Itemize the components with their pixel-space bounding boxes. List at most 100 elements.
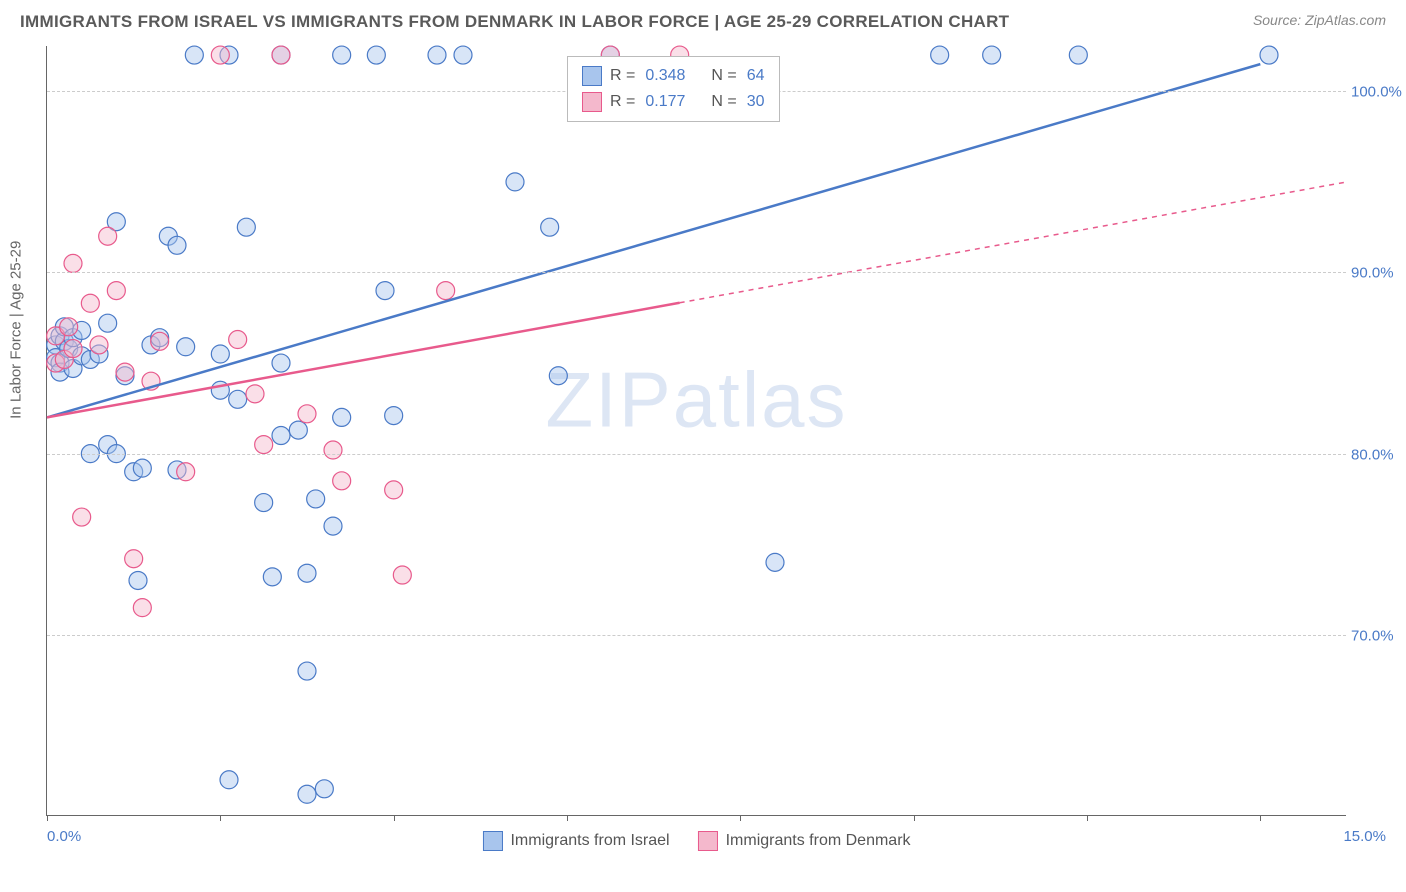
r-label: R =	[610, 93, 635, 111]
data-point	[1260, 46, 1278, 64]
data-point	[151, 332, 169, 350]
data-point	[437, 282, 455, 300]
series-legend: Immigrants from Israel Immigrants from De…	[482, 831, 910, 851]
legend-item: Immigrants from Denmark	[698, 831, 911, 851]
r-label: R =	[610, 67, 635, 85]
data-point	[272, 427, 290, 445]
data-point	[549, 367, 567, 385]
data-point	[168, 236, 186, 254]
data-point	[324, 441, 342, 459]
data-point	[107, 282, 125, 300]
data-point	[983, 46, 1001, 64]
data-point	[64, 254, 82, 272]
data-point	[298, 564, 316, 582]
x-tick-mark	[220, 815, 221, 821]
n-value: 64	[747, 67, 765, 85]
data-point	[298, 662, 316, 680]
data-point	[931, 46, 949, 64]
data-point	[385, 407, 403, 425]
data-point	[298, 785, 316, 803]
data-point	[116, 363, 134, 381]
x-tick-mark	[567, 815, 568, 821]
x-tick-end: 15.0%	[1343, 828, 1386, 845]
data-point	[315, 780, 333, 798]
data-point	[229, 390, 247, 408]
x-tick-mark	[394, 815, 395, 821]
data-point	[129, 571, 147, 589]
data-point	[177, 463, 195, 481]
data-point	[99, 227, 117, 245]
chart-title: IMMIGRANTS FROM ISRAEL VS IMMIGRANTS FRO…	[20, 12, 1009, 32]
data-point	[133, 599, 151, 617]
r-value: 0.348	[645, 67, 685, 85]
data-point	[376, 282, 394, 300]
data-point	[263, 568, 281, 586]
data-point	[81, 294, 99, 312]
y-tick-label: 80.0%	[1351, 446, 1406, 463]
trend-line	[47, 303, 680, 418]
series-swatch	[582, 66, 602, 86]
source-attribution: Source: ZipAtlas.com	[1253, 12, 1386, 28]
y-tick-label: 70.0%	[1351, 627, 1406, 644]
trend-line-extrapolated	[680, 182, 1347, 303]
series-swatch	[582, 92, 602, 112]
legend-item: Immigrants from Israel	[482, 831, 669, 851]
gridline: 90.0%	[47, 272, 1346, 273]
scatter-svg	[47, 46, 1346, 815]
data-point	[333, 408, 351, 426]
legend-label: Immigrants from Israel	[510, 832, 669, 850]
data-point	[125, 550, 143, 568]
legend-swatch	[698, 831, 718, 851]
data-point	[255, 494, 273, 512]
stats-row: R = 0.177 N = 30	[582, 89, 765, 115]
data-point	[333, 46, 351, 64]
data-point	[133, 459, 151, 477]
data-point	[393, 566, 411, 584]
x-tick-mark	[914, 815, 915, 821]
legend-swatch	[482, 831, 502, 851]
data-point	[367, 46, 385, 64]
y-tick-label: 100.0%	[1351, 84, 1406, 101]
data-point	[211, 46, 229, 64]
data-point	[177, 338, 195, 356]
x-tick-mark	[1260, 815, 1261, 821]
r-value: 0.177	[645, 93, 685, 111]
plot-area: ZIPatlas 70.0%80.0%90.0%100.0% 0.0% 15.0…	[46, 46, 1346, 816]
data-point	[385, 481, 403, 499]
data-point	[99, 314, 117, 332]
data-point	[229, 331, 247, 349]
data-point	[307, 490, 325, 508]
gridline: 70.0%	[47, 635, 1346, 636]
data-point	[211, 345, 229, 363]
data-point	[73, 508, 91, 526]
data-point	[272, 354, 290, 372]
data-point	[90, 336, 108, 354]
data-point	[333, 472, 351, 490]
gridline: 80.0%	[47, 454, 1346, 455]
n-label: N =	[711, 67, 736, 85]
data-point	[324, 517, 342, 535]
data-point	[766, 553, 784, 571]
stats-legend: R = 0.348 N = 64 R = 0.177 N = 30	[567, 56, 780, 122]
data-point	[454, 46, 472, 64]
data-point	[272, 46, 290, 64]
data-point	[246, 385, 264, 403]
stats-row: R = 0.348 N = 64	[582, 63, 765, 89]
x-tick-mark	[740, 815, 741, 821]
n-label: N =	[711, 93, 736, 111]
y-tick-label: 90.0%	[1351, 265, 1406, 282]
x-tick-mark	[1087, 815, 1088, 821]
y-axis-label: In Labor Force | Age 25-29	[8, 241, 25, 419]
data-point	[220, 771, 238, 789]
data-point	[237, 218, 255, 236]
data-point	[60, 318, 78, 336]
data-point	[428, 46, 446, 64]
data-point	[64, 340, 82, 358]
data-point	[255, 436, 273, 454]
data-point	[185, 46, 203, 64]
x-tick-start: 0.0%	[47, 828, 81, 845]
x-tick-mark	[47, 815, 48, 821]
n-value: 30	[747, 93, 765, 111]
data-point	[298, 405, 316, 423]
data-point	[506, 173, 524, 191]
